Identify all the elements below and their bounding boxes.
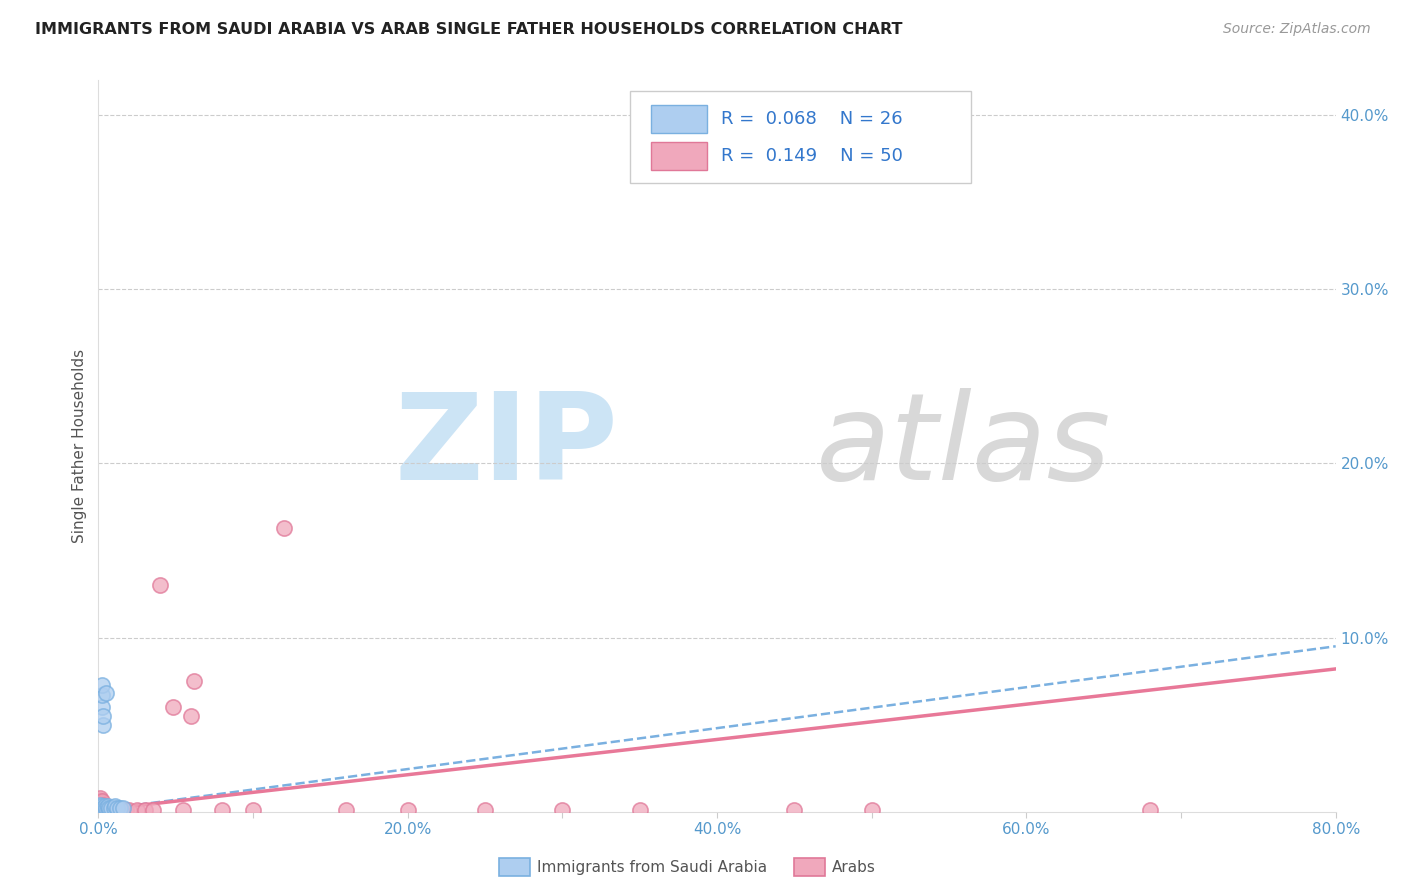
Point — [180, 709, 202, 723]
Point — [112, 801, 135, 815]
Point — [127, 803, 149, 817]
Point — [89, 790, 111, 805]
Point — [91, 797, 114, 812]
Point — [783, 803, 806, 817]
Point — [98, 801, 121, 815]
Text: Source: ZipAtlas.com: Source: ZipAtlas.com — [1223, 22, 1371, 37]
Point — [396, 803, 419, 817]
Point — [93, 801, 115, 815]
Point — [142, 803, 165, 817]
Point — [104, 799, 127, 814]
Text: ZIP: ZIP — [394, 387, 619, 505]
Point — [96, 803, 118, 817]
Point — [551, 803, 574, 817]
Point — [89, 799, 111, 814]
Point — [100, 803, 122, 817]
Point — [1139, 803, 1161, 817]
Point — [91, 801, 114, 815]
Point — [90, 797, 112, 812]
FancyBboxPatch shape — [630, 91, 970, 183]
Point — [90, 677, 112, 691]
Text: atlas: atlas — [815, 387, 1111, 505]
Point — [89, 792, 111, 806]
Text: Immigrants from Saudi Arabia: Immigrants from Saudi Arabia — [537, 860, 768, 874]
Point — [91, 801, 114, 815]
Point — [91, 803, 114, 817]
Point — [97, 803, 120, 817]
Point — [105, 803, 128, 817]
Point — [173, 803, 195, 817]
Point — [93, 799, 115, 814]
Point — [100, 801, 122, 815]
Point — [108, 801, 131, 815]
Point — [474, 803, 496, 817]
Point — [118, 803, 141, 817]
Point — [335, 803, 357, 817]
FancyBboxPatch shape — [651, 105, 707, 133]
Point — [89, 797, 111, 812]
Point — [89, 794, 111, 808]
Point — [89, 803, 111, 817]
Point — [105, 801, 128, 815]
Point — [93, 803, 115, 817]
Point — [89, 797, 111, 812]
Point — [149, 578, 172, 592]
Point — [103, 803, 125, 817]
Y-axis label: Single Father Households: Single Father Households — [72, 349, 87, 543]
Point — [90, 688, 112, 702]
Point — [90, 799, 112, 814]
Point — [97, 801, 120, 815]
Point — [211, 803, 233, 817]
Point — [96, 801, 118, 815]
Point — [97, 799, 120, 814]
Point — [103, 801, 125, 815]
Point — [89, 803, 111, 817]
Point — [96, 801, 118, 815]
Point — [242, 803, 264, 817]
Point — [90, 801, 112, 815]
Point — [115, 803, 138, 817]
Point — [91, 709, 114, 723]
Point — [860, 803, 883, 817]
Point — [90, 799, 112, 814]
Point — [93, 801, 115, 815]
Point — [90, 794, 112, 808]
Point — [90, 796, 112, 810]
Point — [98, 803, 121, 817]
FancyBboxPatch shape — [651, 143, 707, 170]
Point — [89, 801, 111, 815]
Text: R =  0.068    N = 26: R = 0.068 N = 26 — [721, 110, 903, 128]
Point — [89, 796, 111, 810]
Point — [628, 803, 651, 817]
Point — [111, 803, 134, 817]
Text: Arabs: Arabs — [832, 860, 876, 874]
Text: IMMIGRANTS FROM SAUDI ARABIA VS ARAB SINGLE FATHER HOUSEHOLDS CORRELATION CHART: IMMIGRANTS FROM SAUDI ARABIA VS ARAB SIN… — [35, 22, 903, 37]
Text: R =  0.149    N = 50: R = 0.149 N = 50 — [721, 147, 903, 165]
Point — [90, 803, 112, 817]
Point — [101, 803, 124, 817]
Point — [96, 686, 118, 700]
Point — [90, 803, 112, 817]
Point — [91, 803, 114, 817]
Point — [89, 801, 111, 815]
Point — [273, 521, 295, 535]
Point — [162, 700, 184, 714]
Point — [91, 717, 114, 731]
Point — [134, 803, 156, 817]
Point — [91, 799, 114, 814]
Point — [90, 700, 112, 714]
Point — [89, 799, 111, 814]
Point — [183, 674, 205, 689]
